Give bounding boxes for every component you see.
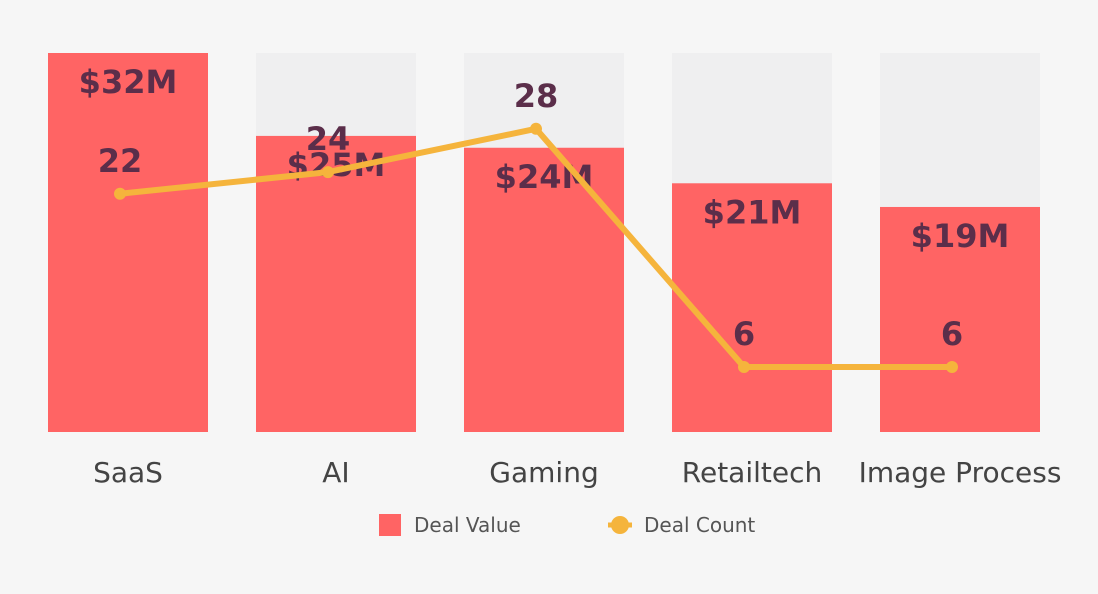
deal-value-bar — [880, 206, 1040, 432]
legend-deal-count-marker — [611, 516, 629, 534]
deal-count-line-layer — [114, 122, 958, 374]
legend-deal-count-label: Deal Count — [644, 513, 755, 537]
deal-count-label: 28 — [514, 77, 559, 115]
deal-count-point — [114, 187, 126, 200]
category-label: AI — [322, 456, 349, 489]
deal-value-bar — [672, 183, 832, 432]
category-label: Image Process — [859, 456, 1062, 489]
deal-count-label: 6 — [941, 315, 963, 353]
deal-count-point — [322, 166, 334, 179]
deal-value-label: $21M — [703, 193, 802, 231]
deal-count-label: 22 — [98, 142, 143, 180]
deal-count-point — [946, 361, 958, 374]
deal-value-labels: $32M$25M $24M$21M$19M — [79, 63, 1010, 255]
category-label: Gaming — [489, 456, 598, 489]
deal-count-label: 6 — [733, 315, 755, 353]
deal-value-bar — [48, 53, 208, 432]
deal-value-label: $32M — [79, 63, 178, 101]
deal-count-labels: 22 24 28 6 6 — [98, 77, 963, 353]
deal-count-point — [530, 122, 542, 135]
category-label: Retailtech — [682, 456, 822, 489]
legend: Deal Value Deal Count — [379, 513, 755, 537]
deal-count-label: 24 — [306, 120, 351, 158]
category-labels: SaaS AI Gaming Retailtech Image Process — [93, 456, 1061, 489]
deal-value-bars — [48, 53, 1040, 432]
deal-value-label: $19M — [911, 217, 1010, 255]
deal-value-bar — [256, 135, 416, 432]
legend-deal-value-swatch — [379, 514, 401, 536]
category-label: SaaS — [93, 456, 163, 489]
legend-deal-value-label: Deal Value — [414, 513, 521, 537]
deal-count-point — [738, 361, 750, 374]
